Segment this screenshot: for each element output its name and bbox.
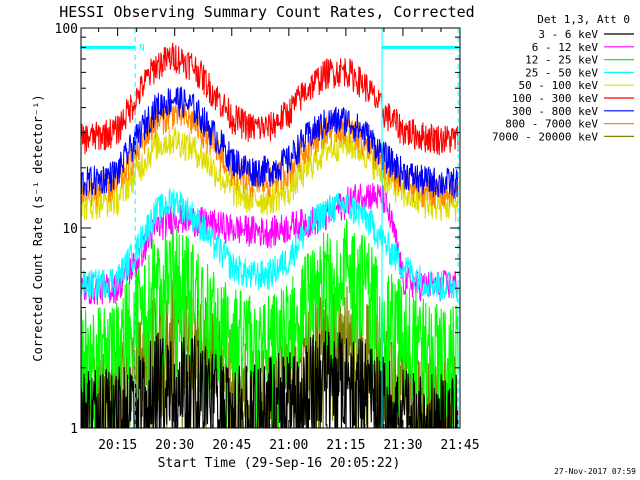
series-line-6: [81, 86, 459, 199]
legend-label: 25 - 50 keV: [525, 66, 598, 79]
y-axis-label: Corrected Count Rate (s⁻¹ detector⁻¹): [31, 94, 45, 361]
series-layer: [81, 42, 459, 428]
series-line-7: [81, 99, 459, 209]
x-tick-label: 21:15: [326, 438, 365, 453]
legend-label: 12 - 25 keV: [525, 54, 598, 67]
x-tick-label: 21:45: [440, 438, 479, 453]
legend-label: 300 - 800 keV: [512, 105, 598, 118]
night-label: N: [139, 43, 144, 53]
orbit-marker-layer: N: [81, 28, 459, 428]
legend-label: 7000 - 20000 keV: [492, 130, 598, 143]
legend-label: 50 - 100 keV: [519, 79, 599, 92]
series-line-3: [81, 188, 459, 302]
x-tick-label: 20:15: [98, 438, 137, 453]
x-axis-label: Start Time (29-Sep-16 20:05:22): [158, 456, 401, 471]
legend-header: Det 1,3, Att 0: [537, 13, 630, 26]
series-line-1: [81, 182, 459, 305]
timestamp: 27-Nov-2017 07:59: [554, 467, 636, 476]
axis-layer: 20:15 20:30 20:45 21:00 21:15 21:30 21:45 1 10 10…: [55, 22, 480, 453]
x-tick-label: 20:45: [212, 438, 251, 453]
legend-label: 6 - 12 keV: [532, 41, 599, 54]
x-tick-label: 20:30: [155, 438, 194, 453]
chart-title: HESSI Observing Summary Count Rates, Cor…: [59, 3, 474, 21]
series-line-2: [81, 219, 459, 428]
legend-label: 100 - 300 keV: [512, 92, 598, 105]
y-tick-label: 100: [55, 22, 78, 37]
y-tick-label: 10: [62, 222, 78, 237]
y-tick-label: 1: [70, 422, 78, 437]
x-tick-label: 21:30: [383, 438, 422, 453]
legend-label: 3 - 6 keV: [538, 28, 598, 41]
x-tick-label: 21:00: [269, 438, 308, 453]
series-line-5: [81, 42, 459, 156]
legend-label: 800 - 7000 keV: [505, 118, 598, 131]
